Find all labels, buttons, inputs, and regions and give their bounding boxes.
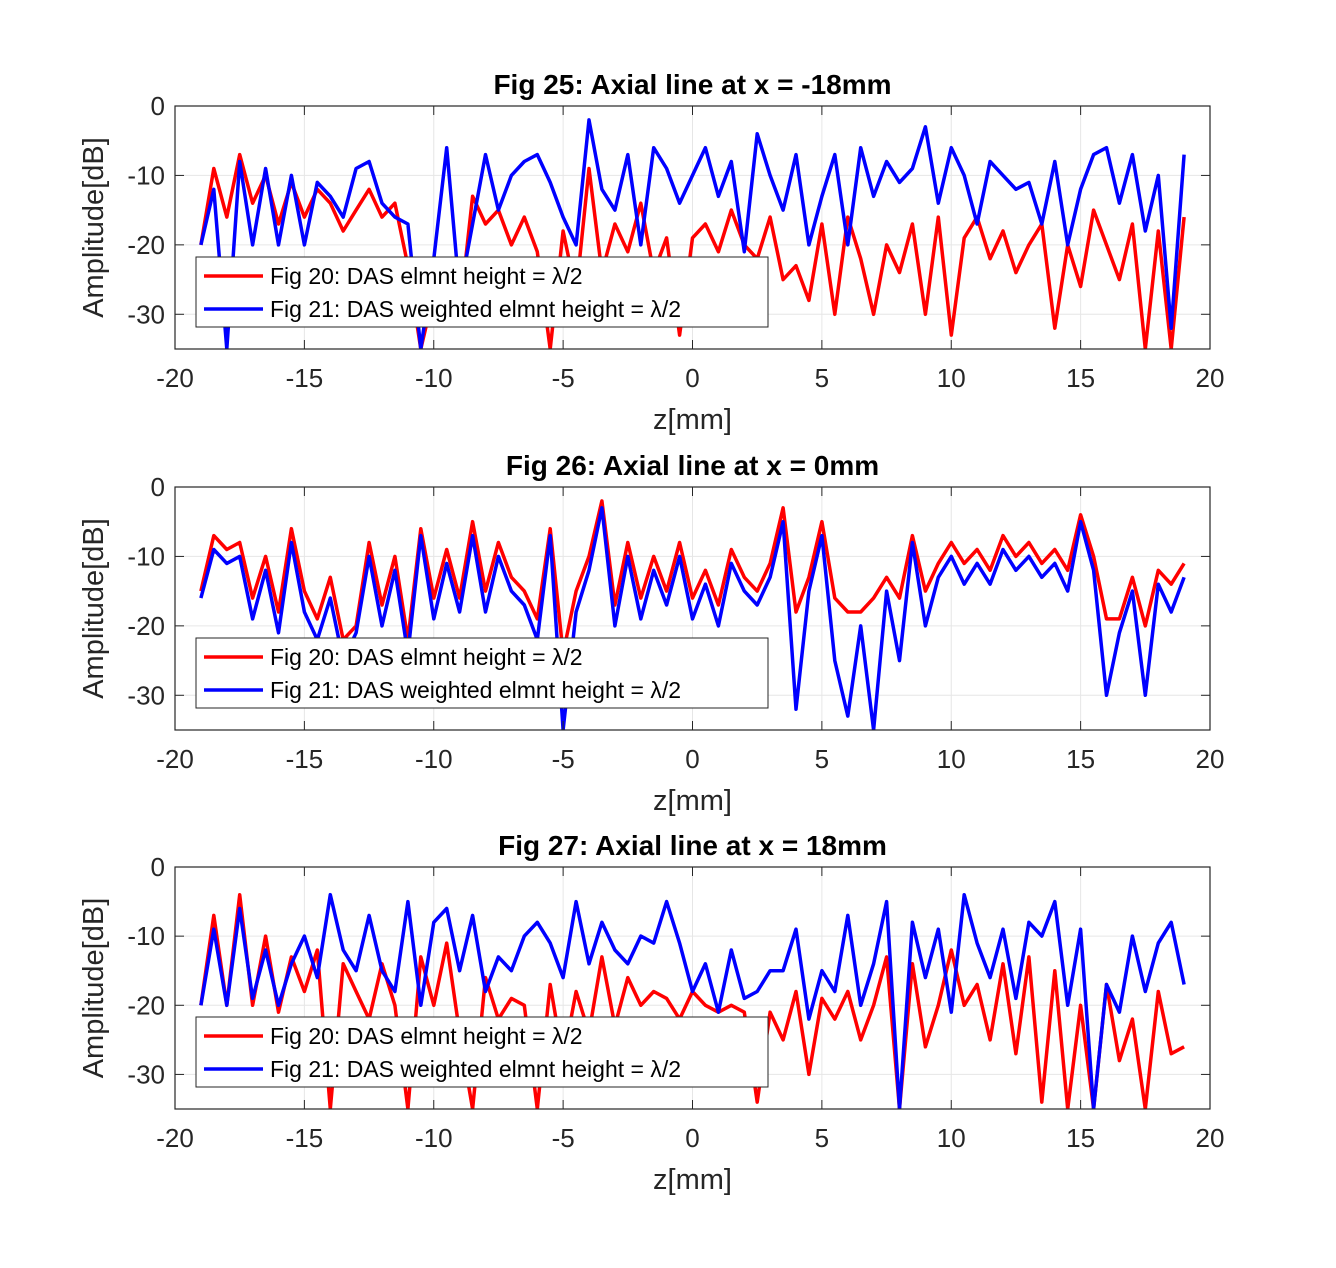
chart-title: Fig 27: Axial line at x = 18mm	[498, 830, 887, 861]
x-tick-label: 5	[815, 363, 829, 393]
y-tick-label: -20	[127, 230, 165, 260]
chart-title: Fig 26: Axial line at x = 0mm	[506, 450, 879, 481]
y-tick-label: -30	[127, 299, 165, 329]
y-tick-label: 0	[151, 852, 165, 882]
x-tick-label: -15	[286, 744, 324, 774]
x-tick-label: 15	[1066, 1123, 1095, 1153]
y-tick-label: -20	[127, 990, 165, 1020]
legend-label-1: Fig 20: DAS elmnt height = λ/2	[270, 263, 583, 289]
legend-label-2: Fig 21: DAS weighted elmnt height = λ/2	[270, 677, 681, 703]
x-tick-label: 20	[1196, 744, 1225, 774]
x-axis-label: z[mm]	[653, 1164, 732, 1196]
x-tick-label: -5	[552, 1123, 575, 1153]
y-axis-label: Amplitude[dB]	[78, 137, 110, 318]
chart-panel-3: -20 -15 -10 -5 0 5 10 15 20 0 -10 -20 -30 Fig 27: Axi…	[78, 830, 1224, 1196]
series-line-1	[199, 499, 1186, 656]
chart-title: Fig 25: Axial line at x = -18mm	[493, 69, 891, 100]
legend-box	[195, 637, 769, 709]
legend-label-2: Fig 21: DAS weighted elmnt height = λ/2	[270, 296, 681, 322]
legend: Fig 20: DAS elmnt height = λ/2 Fig 21: DA…	[195, 256, 769, 328]
series-line-2	[199, 118, 1186, 349]
x-axis-label: z[mm]	[653, 404, 732, 436]
x-axis-label: z[mm]	[653, 785, 732, 817]
y-tick-label: -10	[127, 541, 165, 571]
series-line-1	[199, 152, 1186, 349]
legend: Fig 20: DAS elmnt height = λ/2 Fig 21: DA…	[195, 1016, 769, 1088]
chart-panel-1: -20 -15 -10 -5 0 5 10 15 20 0 -10 -20 -30 Fig 25: Axi…	[78, 69, 1224, 436]
x-tick-label: -10	[415, 363, 453, 393]
x-tick-label: 10	[937, 363, 966, 393]
y-tick-label: 0	[151, 91, 165, 121]
y-tick-label: -20	[127, 611, 165, 641]
x-tick-label: 5	[815, 1123, 829, 1153]
series-line-2	[199, 506, 1186, 730]
legend-label-2: Fig 21: DAS weighted elmnt height = λ/2	[270, 1056, 681, 1082]
series-line-2	[199, 892, 1186, 1109]
x-tick-label: -20	[156, 1123, 194, 1153]
x-tick-label: 15	[1066, 744, 1095, 774]
y-axis-label: Amplitude[dB]	[78, 898, 110, 1079]
x-tick-label: 15	[1066, 363, 1095, 393]
x-tick-label: 20	[1196, 363, 1225, 393]
x-tick-label: 0	[685, 363, 699, 393]
y-tick-label: -10	[127, 160, 165, 190]
x-tick-label: -10	[415, 744, 453, 774]
legend-box	[195, 256, 769, 328]
x-tick-label: -10	[415, 1123, 453, 1153]
legend-label-1: Fig 20: DAS elmnt height = λ/2	[270, 1023, 583, 1049]
legend-box	[195, 1016, 769, 1088]
y-axis-label: Amplitude[dB]	[78, 518, 110, 699]
x-tick-label: 20	[1196, 1123, 1225, 1153]
x-tick-label: -5	[552, 744, 575, 774]
x-tick-label: -20	[156, 744, 194, 774]
x-tick-label: 5	[815, 744, 829, 774]
x-tick-label: 0	[685, 1123, 699, 1153]
x-tick-label: -15	[286, 1123, 324, 1153]
legend: Fig 20: DAS elmnt height = λ/2 Fig 21: DA…	[195, 637, 769, 709]
x-tick-label: -15	[286, 363, 324, 393]
y-tick-label: -30	[127, 680, 165, 710]
y-tick-label: -10	[127, 921, 165, 951]
x-tick-label: -5	[552, 363, 575, 393]
x-tick-label: 0	[685, 744, 699, 774]
legend-label-1: Fig 20: DAS elmnt height = λ/2	[270, 644, 583, 670]
y-tick-label: -30	[127, 1059, 165, 1089]
chart-panel-2: -20 -15 -10 -5 0 5 10 15 20 0 -10 -20 -30 Fig 26: Axi…	[78, 450, 1224, 817]
x-tick-label: -20	[156, 363, 194, 393]
x-tick-label: 10	[937, 1123, 966, 1153]
y-tick-label: 0	[151, 472, 165, 502]
x-tick-label: 10	[937, 744, 966, 774]
